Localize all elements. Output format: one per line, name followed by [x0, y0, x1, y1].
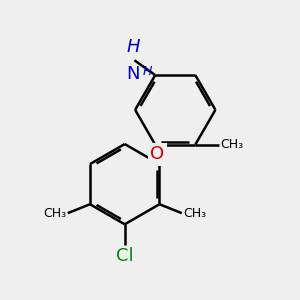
- Text: CH₃: CH₃: [220, 138, 244, 151]
- Text: H: H: [126, 38, 140, 56]
- Text: N: N: [126, 65, 140, 83]
- Text: O: O: [150, 146, 164, 164]
- Text: CH₃: CH₃: [183, 207, 206, 220]
- Text: Cl: Cl: [116, 247, 134, 265]
- Text: CH₃: CH₃: [43, 207, 66, 220]
- Text: H: H: [143, 65, 152, 78]
